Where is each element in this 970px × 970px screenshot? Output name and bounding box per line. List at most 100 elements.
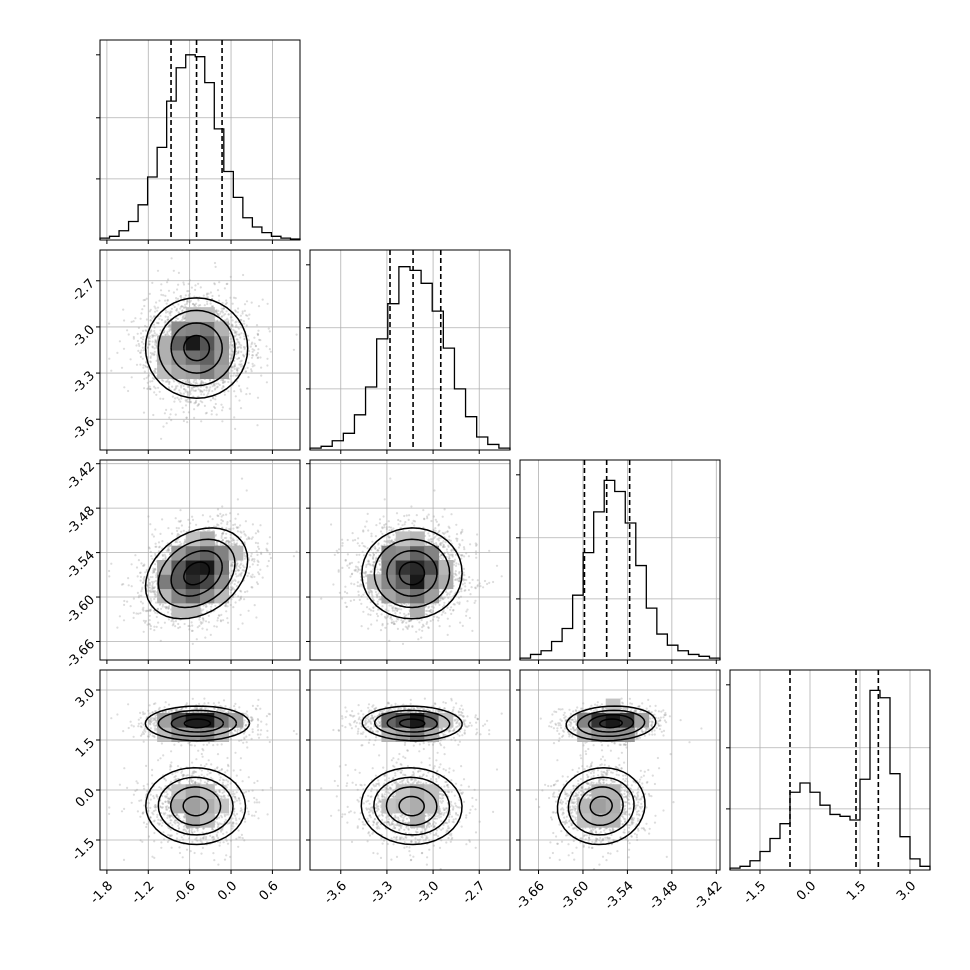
scatter-point bbox=[227, 313, 230, 316]
scatter-point bbox=[191, 302, 195, 306]
scatter-point bbox=[162, 331, 165, 334]
scatter-point bbox=[146, 387, 149, 390]
scatter-point bbox=[137, 326, 140, 329]
scatter-point bbox=[231, 564, 234, 567]
scatter-point bbox=[153, 609, 156, 613]
scatter-point bbox=[147, 343, 151, 346]
scatter-point bbox=[238, 345, 241, 348]
scatter-point bbox=[149, 609, 152, 613]
scatter-point bbox=[199, 304, 202, 307]
scatter-point bbox=[149, 576, 152, 579]
scatter-point bbox=[142, 366, 145, 369]
scatter-point bbox=[240, 332, 243, 335]
panel-frame bbox=[309, 249, 511, 451]
scatter-point bbox=[136, 575, 139, 578]
scatter-point bbox=[184, 294, 187, 297]
scatter-point bbox=[253, 336, 256, 339]
scatter-point bbox=[240, 390, 243, 393]
scatter-point bbox=[166, 332, 169, 335]
scatter-point bbox=[166, 318, 169, 321]
scatter-point bbox=[183, 538, 186, 541]
scatter-point bbox=[257, 348, 260, 351]
scatter-point bbox=[227, 540, 231, 543]
scatter-point bbox=[200, 381, 203, 384]
scatter-point bbox=[266, 549, 269, 552]
scatter-point bbox=[180, 384, 183, 387]
scatter-point bbox=[167, 546, 170, 549]
scatter-point bbox=[151, 346, 154, 349]
hist-panel-0 bbox=[96, 39, 301, 244]
scatter-point bbox=[149, 523, 152, 526]
scatter-point bbox=[216, 385, 219, 388]
scatter-point bbox=[153, 369, 156, 373]
scatter-point bbox=[123, 319, 126, 322]
scatter-point bbox=[230, 324, 233, 327]
scatter-point bbox=[168, 416, 171, 419]
scatter-point bbox=[172, 291, 175, 294]
scatter-point bbox=[242, 273, 245, 277]
scatter-point bbox=[155, 333, 158, 336]
scatter-point bbox=[239, 318, 242, 322]
scatter-point bbox=[190, 286, 193, 289]
scatter-point bbox=[239, 530, 242, 533]
scatter-point bbox=[241, 569, 244, 572]
scatter-point bbox=[239, 314, 242, 317]
scatter-point bbox=[174, 540, 178, 543]
hist-panel-1 bbox=[306, 249, 511, 454]
scatter-point bbox=[169, 328, 172, 332]
scatter-point bbox=[142, 606, 145, 609]
scatter-point bbox=[251, 354, 254, 357]
density-cell bbox=[157, 364, 172, 380]
scatter-point bbox=[227, 313, 230, 316]
scatter-point bbox=[237, 580, 240, 583]
scatter-point bbox=[243, 355, 246, 358]
scatter-point bbox=[251, 348, 254, 351]
scatter-point bbox=[166, 330, 169, 333]
scatter-point bbox=[238, 343, 241, 346]
scatter-point bbox=[251, 563, 254, 566]
scatter-point bbox=[217, 524, 220, 527]
scatter-point bbox=[221, 532, 224, 535]
scatter-point bbox=[152, 353, 156, 357]
scatter-point bbox=[205, 385, 208, 388]
scatter-point bbox=[182, 283, 186, 286]
scatter-point bbox=[152, 323, 156, 326]
scatter-point bbox=[166, 316, 170, 319]
scatter-point bbox=[182, 392, 185, 395]
scatter-point bbox=[166, 548, 169, 551]
scatter-point bbox=[162, 294, 165, 297]
scatter-point bbox=[148, 584, 151, 587]
scatter-point bbox=[224, 303, 227, 306]
scatter-point bbox=[163, 321, 166, 324]
scatter-point bbox=[251, 586, 254, 589]
scatter-point bbox=[149, 380, 152, 383]
scatter-point bbox=[185, 416, 188, 419]
scatter-point bbox=[151, 377, 154, 380]
scatter-point bbox=[215, 413, 218, 416]
scatter-point bbox=[181, 379, 184, 382]
scatter-point bbox=[202, 393, 206, 396]
density-cell bbox=[171, 321, 187, 337]
scatter-point bbox=[225, 540, 228, 544]
scatter-point bbox=[161, 554, 165, 558]
scatter-point bbox=[162, 397, 165, 400]
density-cell bbox=[157, 335, 172, 351]
scatter-point bbox=[235, 368, 239, 371]
scatter-point bbox=[244, 520, 247, 523]
scatter-point bbox=[182, 529, 185, 532]
scatter-point bbox=[195, 378, 198, 381]
scatter-point bbox=[187, 282, 190, 285]
scatter-point bbox=[187, 411, 190, 414]
scatter-point bbox=[234, 572, 237, 576]
scatter-point bbox=[142, 564, 146, 567]
scatter-point bbox=[237, 307, 240, 310]
scatter-point bbox=[201, 401, 204, 404]
scatter-point bbox=[144, 619, 147, 623]
scatter-point bbox=[234, 321, 237, 324]
scatter-point bbox=[151, 336, 154, 339]
scatter-point bbox=[163, 605, 166, 608]
scatter-point bbox=[175, 307, 179, 310]
scatter-point bbox=[197, 304, 200, 307]
scatter-point bbox=[231, 569, 234, 573]
scatter-point bbox=[142, 630, 145, 633]
